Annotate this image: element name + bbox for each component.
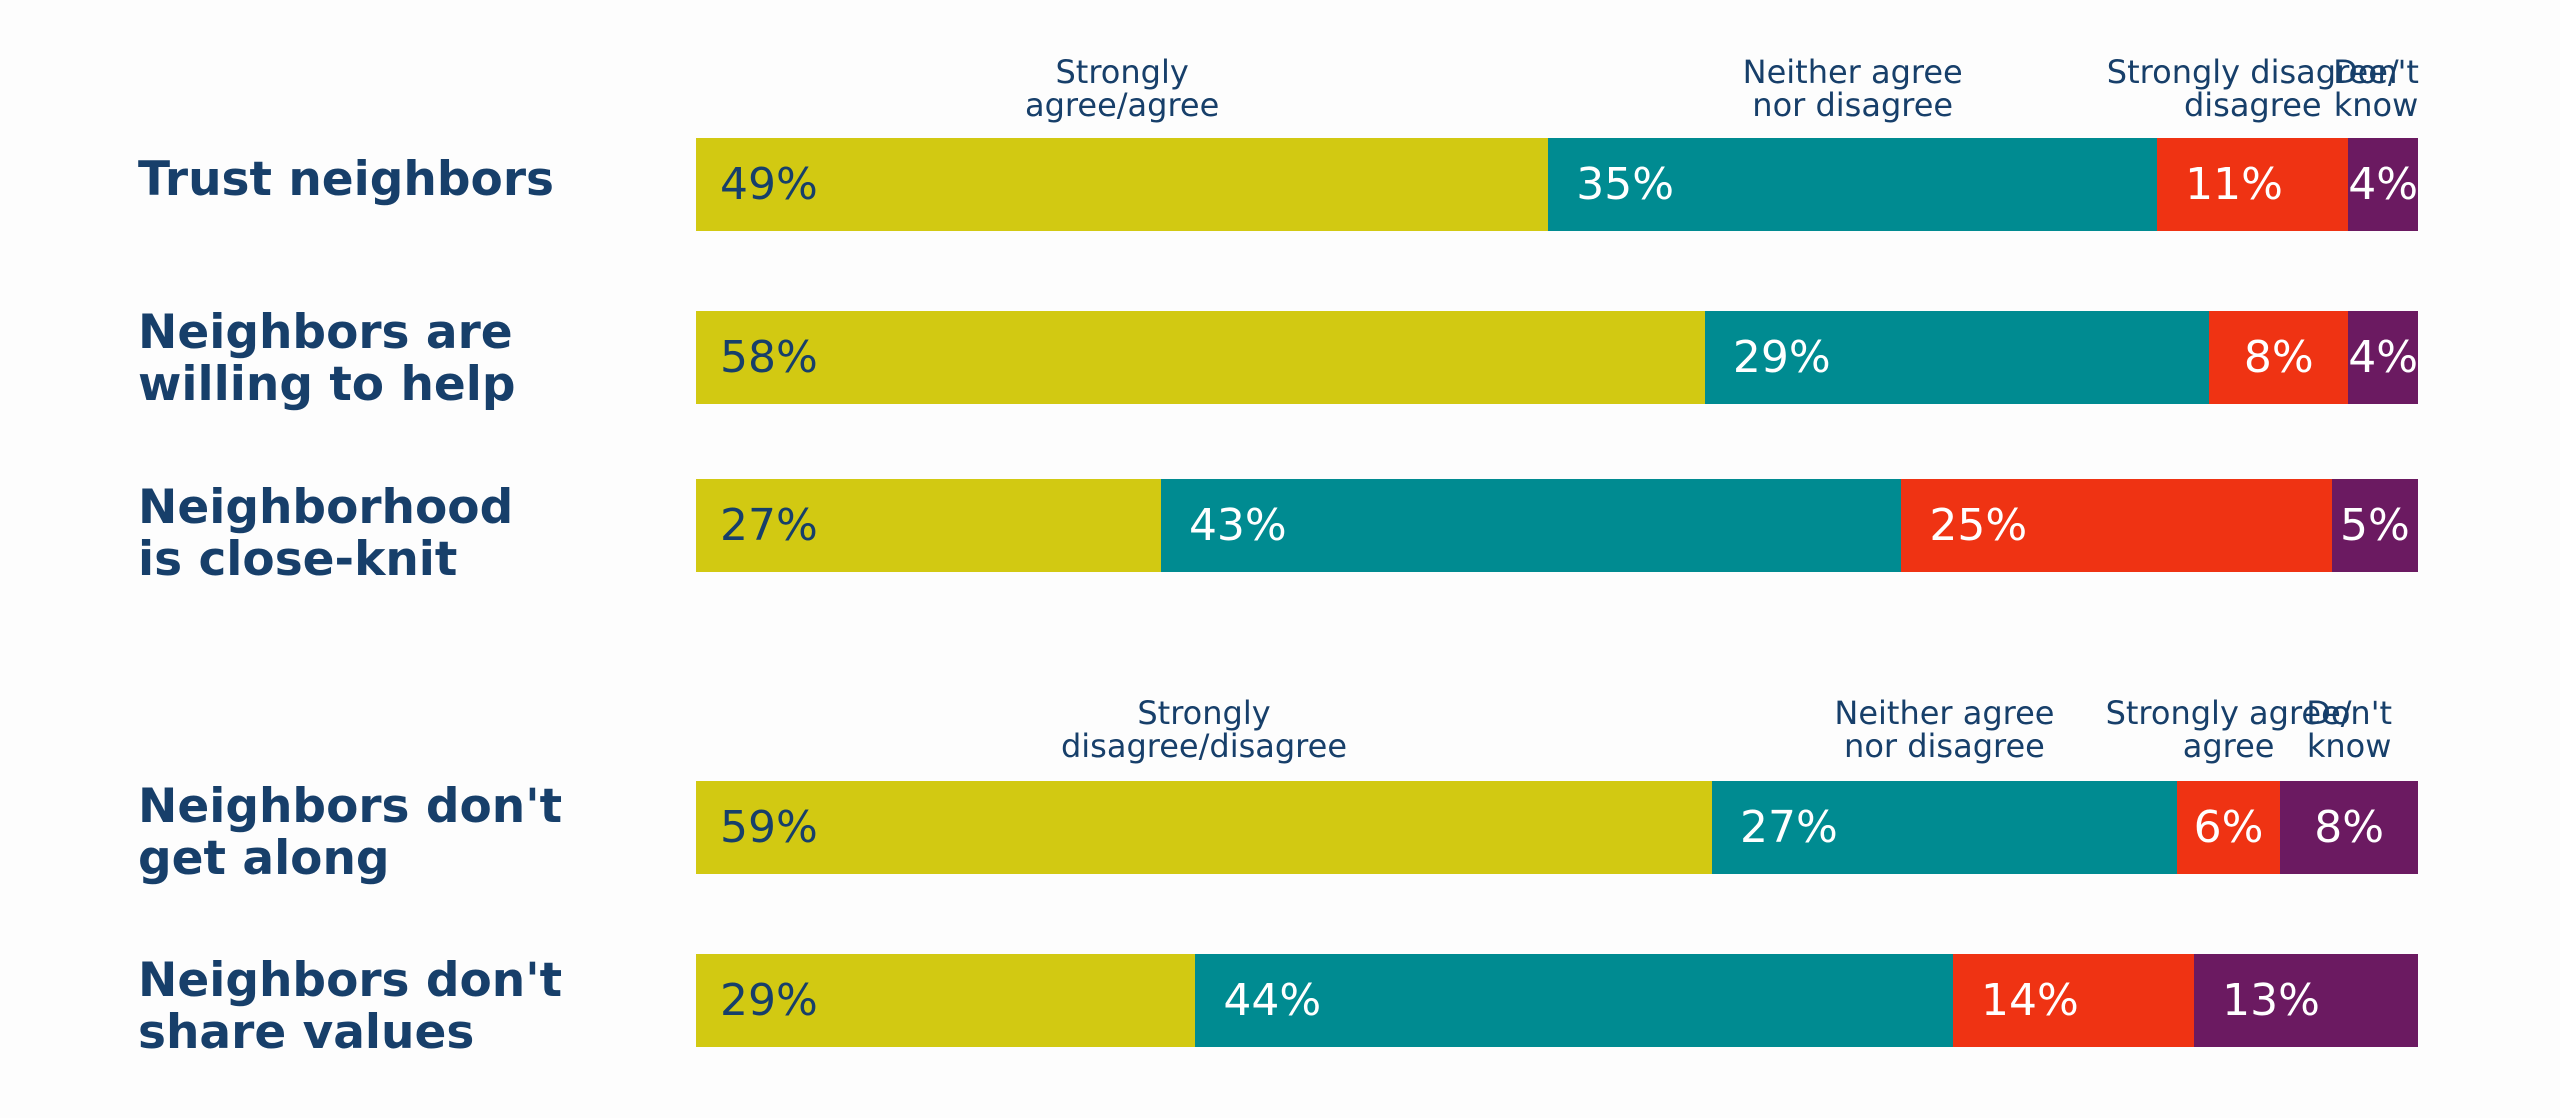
- bar-segment: 13%: [2194, 954, 2418, 1047]
- data-label: 11%: [2185, 158, 2283, 210]
- bar-segment: 27%: [696, 479, 1161, 572]
- bar-segment: 11%: [2157, 138, 2349, 231]
- column-header: Strongly disagree/disagree: [1060, 694, 1347, 765]
- data-label: 25%: [1929, 499, 2028, 551]
- bar-segment: 58%: [696, 311, 1705, 404]
- category-label: Neighbors don't get along: [138, 779, 563, 886]
- column-header: Strongly agree/agree: [1025, 53, 1220, 124]
- data-label: 14%: [1981, 974, 2079, 1026]
- column-header: Neither agree nor disagree: [1834, 694, 2055, 765]
- data-label: 27%: [720, 499, 818, 551]
- data-label: 8%: [2243, 331, 2314, 383]
- data-label: 5%: [2340, 499, 2410, 551]
- bar-segment: 49%: [696, 138, 1549, 231]
- data-label: 4%: [2348, 158, 2419, 210]
- bar-segment: 29%: [696, 954, 1196, 1047]
- column-header: Strongly disagree/ disagree: [2106, 53, 2399, 124]
- bar-segment: 14%: [1953, 954, 2195, 1047]
- bar-segment: 29%: [1704, 311, 2210, 404]
- column-header: Don't know: [2333, 53, 2419, 124]
- bar-segment: 27%: [1711, 781, 2177, 874]
- bar-segment: 4%: [2348, 311, 2418, 404]
- data-label: 43%: [1188, 499, 1287, 551]
- bar-segment: 35%: [1548, 138, 2158, 231]
- data-label: 13%: [2222, 974, 2320, 1026]
- data-label: 27%: [1739, 801, 1838, 853]
- data-label: 4%: [2348, 331, 2419, 383]
- column-header: Neither agree nor disagree: [1742, 53, 1963, 124]
- bar-segment: 5%: [2331, 479, 2418, 572]
- bar-segment: 59%: [696, 781, 1712, 874]
- bar-segment: 8%: [2209, 311, 2349, 404]
- data-label: 58%: [720, 331, 818, 383]
- bar-segment: 4%: [2348, 138, 2418, 231]
- bar-segment: 43%: [1160, 479, 1902, 572]
- data-label: 44%: [1223, 974, 1322, 1026]
- bar-segment: 6%: [2176, 781, 2281, 874]
- category-label: Neighbors are willing to help: [138, 305, 516, 412]
- data-label: 8%: [2314, 801, 2385, 853]
- data-label: 29%: [720, 974, 818, 1026]
- column-header: Don't know: [2306, 694, 2393, 765]
- category-label: Neighborhood is close-knit: [138, 480, 514, 587]
- data-label: 29%: [1732, 331, 1831, 383]
- category-label: Neighbors don't share values: [138, 953, 563, 1060]
- bar-segment: 25%: [1901, 479, 2332, 572]
- bar-segment: 8%: [2280, 781, 2418, 874]
- data-label: 6%: [2193, 801, 2264, 853]
- data-label: 49%: [720, 158, 818, 210]
- column-header: Strongly agree/ agree: [2105, 694, 2352, 765]
- data-label: 35%: [1576, 158, 1675, 210]
- category-label: Trust neighbors: [138, 152, 554, 207]
- data-label: 59%: [720, 801, 818, 853]
- bar-segment: 44%: [1195, 954, 1954, 1047]
